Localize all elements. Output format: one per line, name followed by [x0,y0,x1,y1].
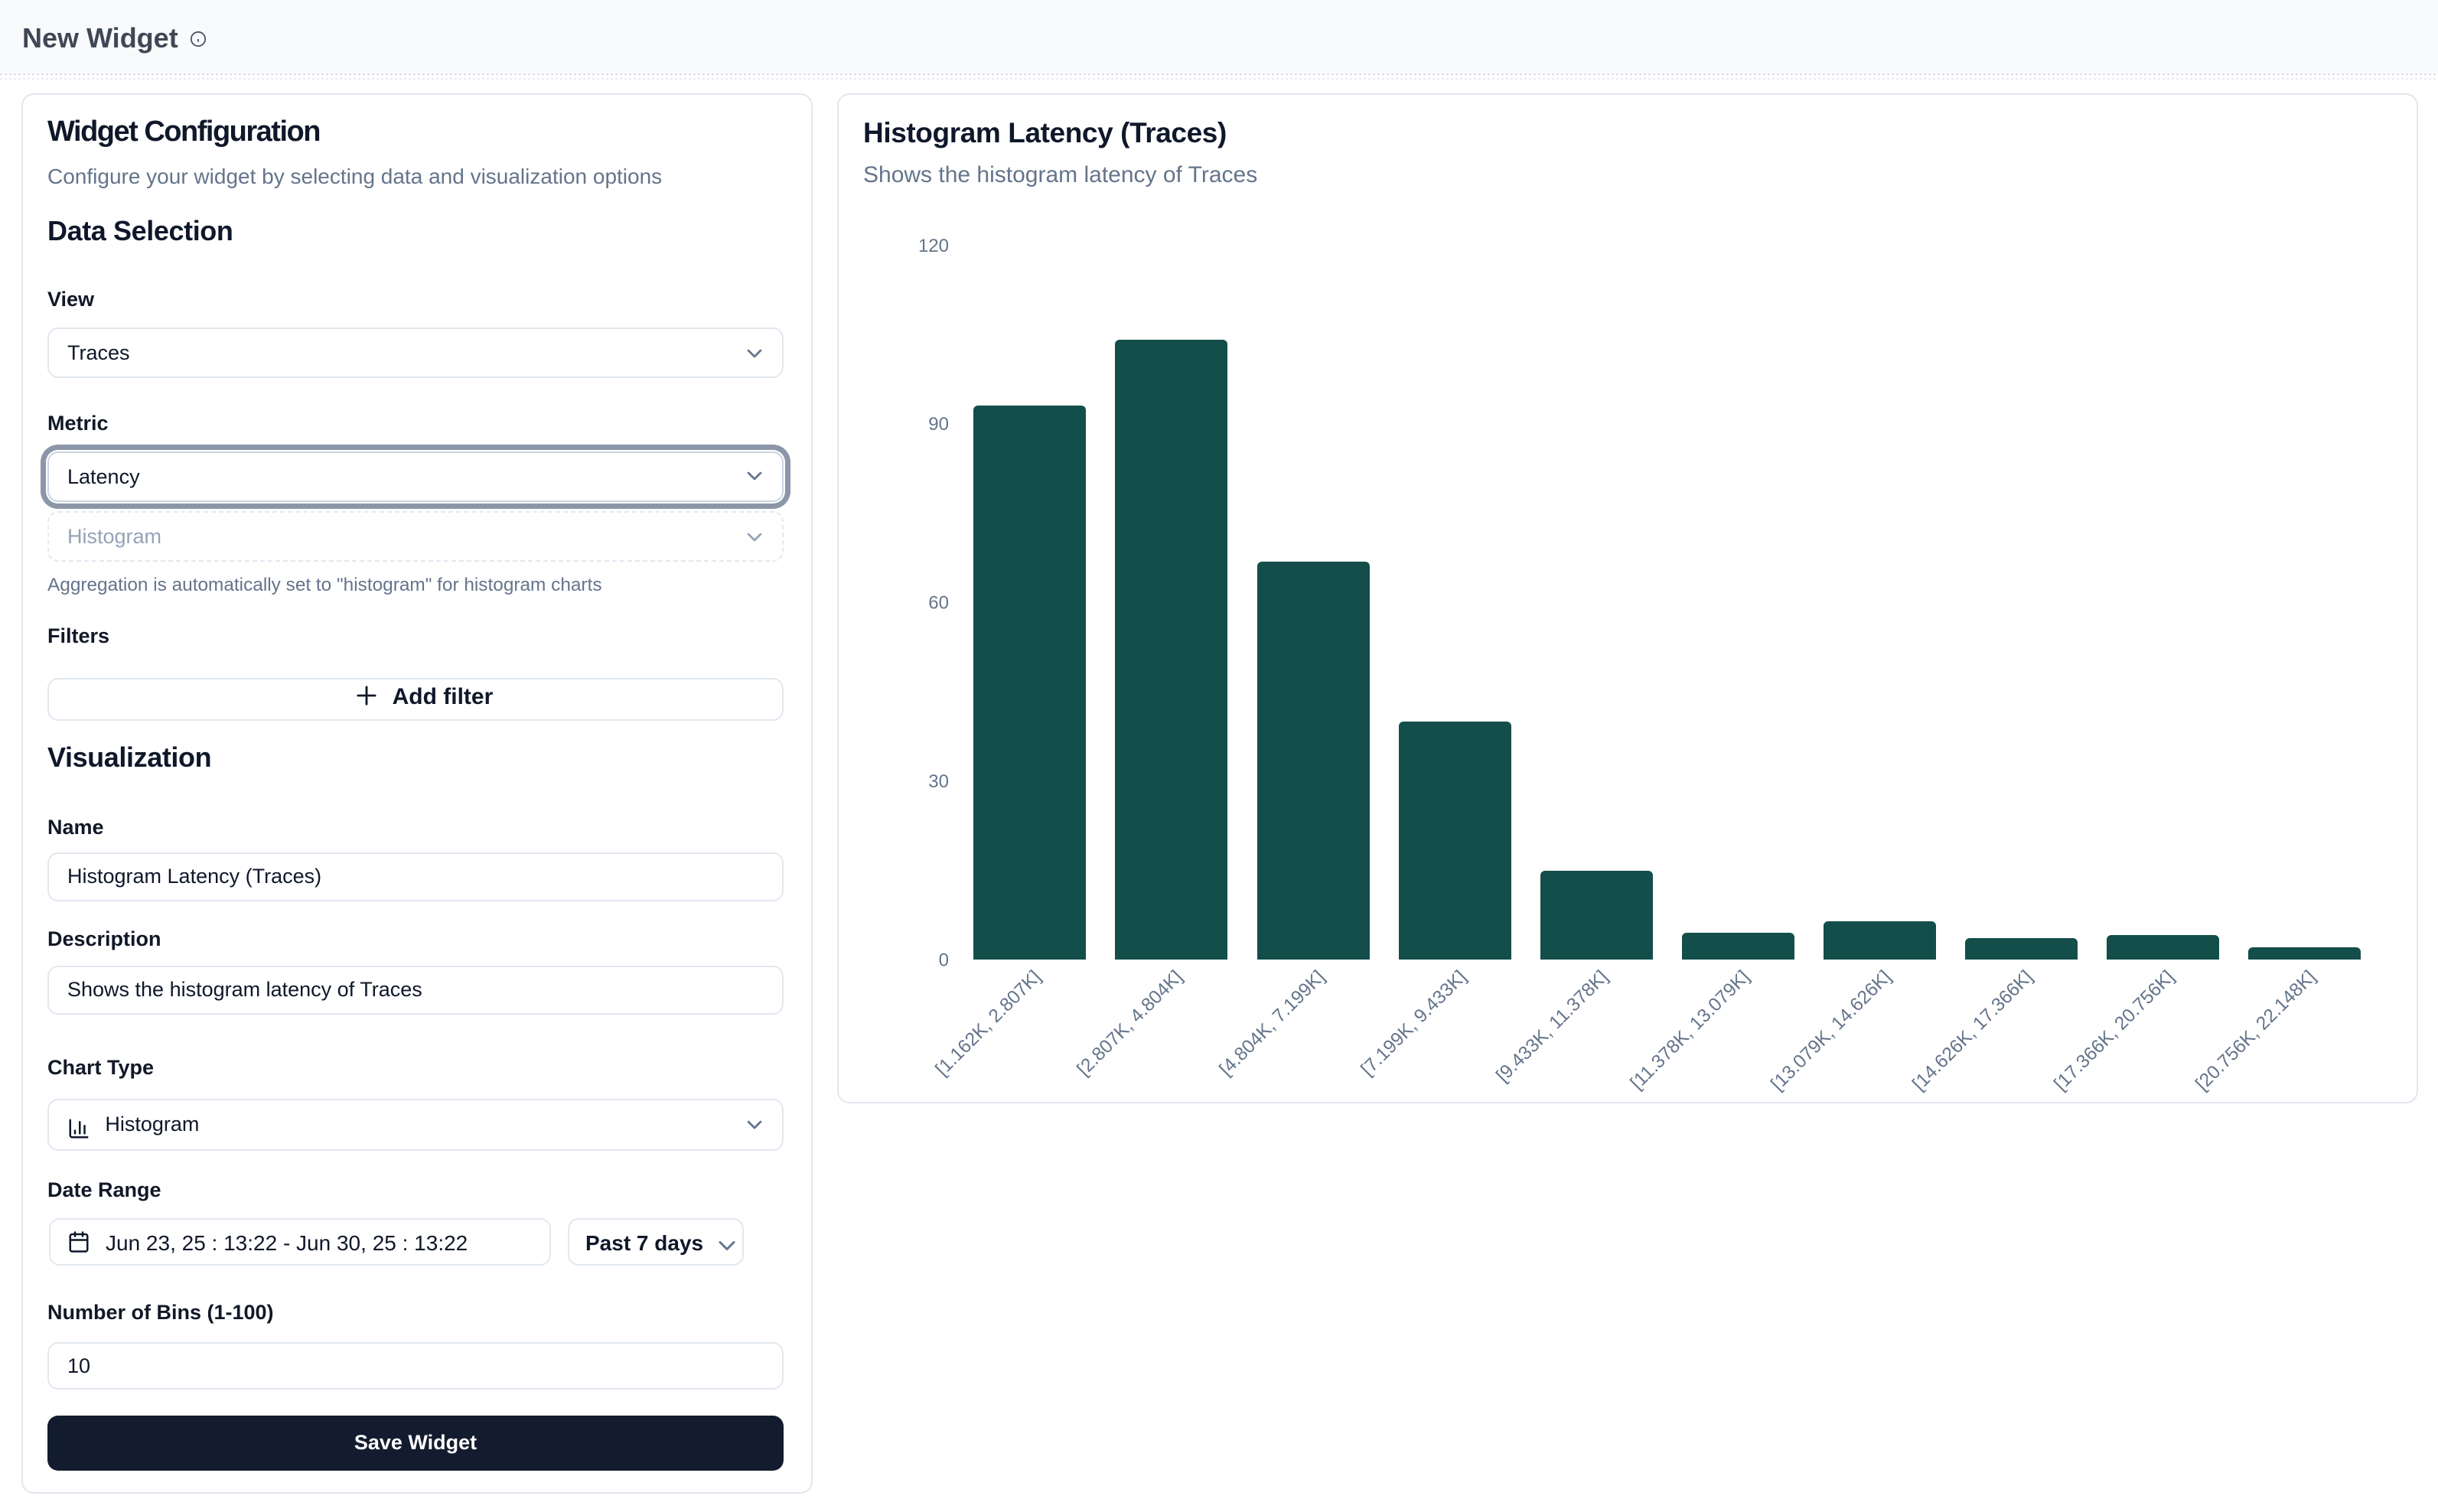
svg-text:[7.199K, 9.433K]: [7.199K, 9.433K] [1358,966,1471,1080]
svg-text:30: 30 [928,771,949,792]
svg-text:[13.079K, 14.626K]: [13.079K, 14.626K] [1767,966,1895,1094]
svg-text:[17.366K, 20.756K]: [17.366K, 20.756K] [2050,966,2178,1094]
svg-text:[9.433K, 11.378K]: [9.433K, 11.378K] [1492,966,1612,1087]
svg-text:[1.162K, 2.807K]: [1.162K, 2.807K] [932,966,1045,1080]
svg-text:[14.626K, 17.366K]: [14.626K, 17.366K] [1908,966,2036,1094]
svg-text:[11.378K, 13.079K]: [11.378K, 13.079K] [1627,966,1754,1093]
svg-text:[2.807K, 4.804K]: [2.807K, 4.804K] [1074,966,1187,1080]
svg-text:90: 90 [928,414,949,435]
svg-text:120: 120 [918,236,949,256]
svg-text:60: 60 [928,593,949,614]
svg-text:0: 0 [939,950,949,970]
svg-text:[20.756K, 22.148K]: [20.756K, 22.148K] [2192,966,2319,1094]
svg-text:[4.804K, 7.199K]: [4.804K, 7.199K] [1216,966,1329,1080]
